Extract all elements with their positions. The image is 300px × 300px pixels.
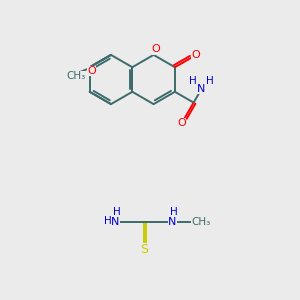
Text: H: H xyxy=(104,216,112,226)
Text: H: H xyxy=(170,207,178,218)
Text: CH₃: CH₃ xyxy=(191,217,211,227)
Text: CH₃: CH₃ xyxy=(67,71,86,81)
Text: H: H xyxy=(113,207,121,218)
Text: O: O xyxy=(191,50,200,60)
Text: N: N xyxy=(197,84,206,94)
Text: N: N xyxy=(168,217,177,227)
Text: S: S xyxy=(140,243,148,256)
Text: O: O xyxy=(87,66,96,76)
Text: H: H xyxy=(206,76,213,86)
Text: H: H xyxy=(189,76,197,86)
Text: O: O xyxy=(152,44,160,55)
Text: N: N xyxy=(111,217,120,227)
Text: O: O xyxy=(178,118,186,128)
